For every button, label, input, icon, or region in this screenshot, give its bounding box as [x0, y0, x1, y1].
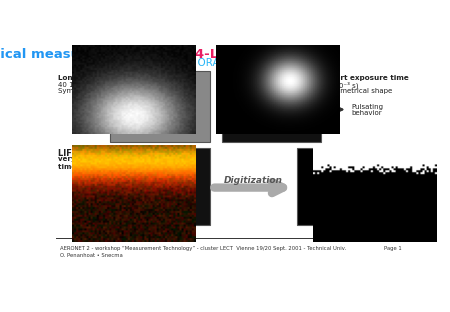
Text: « ORACLES rig »: « ORACLES rig » [188, 58, 273, 68]
Text: LCD: LCD [74, 212, 107, 226]
Text: 40 10⁻³ s: 40 10⁻³ s [58, 82, 90, 88]
Text: Symmetrical shape: Symmetrical shape [325, 88, 392, 94]
FancyBboxPatch shape [110, 71, 210, 142]
Text: Long exposure time: Long exposure time [58, 75, 139, 81]
Text: very short exposure: very short exposure [58, 156, 138, 162]
Text: behavior: behavior [351, 110, 382, 115]
Text: Pulsating: Pulsating [351, 104, 383, 110]
Text: LIF on OH: LIF on OH [58, 149, 103, 158]
Text: LES-4-LPP: LES-4-LPP [162, 48, 238, 61]
Text: Page 1: Page 1 [384, 246, 401, 251]
FancyBboxPatch shape [110, 148, 210, 225]
Text: Short exposure time: Short exposure time [325, 75, 409, 81]
FancyBboxPatch shape [297, 148, 396, 225]
FancyBboxPatch shape [222, 71, 321, 142]
Text: ENSMA - Optical measurements  /: ENSMA - Optical measurements / [0, 48, 161, 61]
Text: Digitization: Digitization [224, 176, 283, 185]
Text: Symmetrical shape: Symmetrical shape [58, 88, 125, 94]
Text: (2 10⁻³ s): (2 10⁻³ s) [325, 82, 358, 89]
Text: AERONET 2 - workshop “Measurement Technology” - cluster LECT  Vienne 19/20 Sept.: AERONET 2 - workshop “Measurement Techno… [60, 246, 346, 258]
Text: time : (100 10⁻³ s): time : (100 10⁻³ s) [58, 163, 130, 170]
